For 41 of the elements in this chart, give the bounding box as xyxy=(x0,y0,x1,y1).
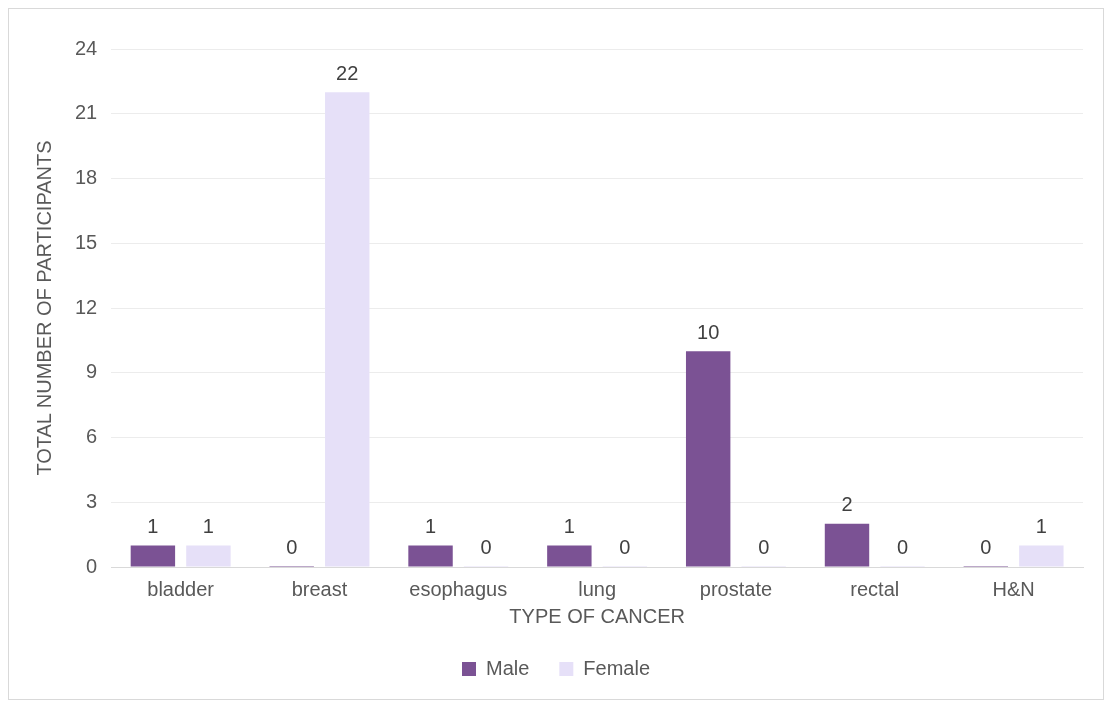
x-tick-label: breast xyxy=(291,577,348,600)
y-tick-label: 9 xyxy=(86,360,98,383)
data-label: 0 xyxy=(896,535,909,558)
y-tick-label: 12 xyxy=(75,295,98,318)
y-tick-label: 15 xyxy=(75,230,98,253)
data-label: 1 xyxy=(202,514,214,537)
bar xyxy=(824,523,870,567)
bar xyxy=(685,351,731,567)
y-tick-label: 3 xyxy=(86,489,98,512)
y-tick-label: 21 xyxy=(75,101,98,124)
data-label: 0 xyxy=(286,535,298,558)
data-label: 0 xyxy=(480,535,492,558)
bar xyxy=(130,545,176,567)
y-tick-label: 18 xyxy=(75,166,98,189)
bar xyxy=(1019,545,1064,567)
data-label: 0 xyxy=(619,535,631,558)
data-label: 2 xyxy=(841,493,853,516)
data-label: 1 xyxy=(563,514,575,537)
x-axis-title: TYPE OF CANCER xyxy=(509,604,685,627)
x-tick-label: H&N xyxy=(992,577,1035,600)
data-label: 1 xyxy=(1035,514,1047,537)
data-label: 0 xyxy=(758,535,770,558)
bar xyxy=(408,545,453,567)
x-tick-label: bladder xyxy=(147,577,215,600)
y-tick-label: 6 xyxy=(86,425,98,448)
x-tick-label: rectal xyxy=(850,577,900,600)
data-label: 10 xyxy=(697,320,720,343)
x-tick-label: lung xyxy=(578,577,617,600)
data-label: 1 xyxy=(424,514,437,537)
data-label: 22 xyxy=(336,61,359,84)
y-tick-label: 24 xyxy=(75,36,98,59)
y-axis-title: TOTAL NUMBER OF PARTICIPANTS xyxy=(32,140,55,476)
x-tick-label: esophagus xyxy=(409,577,508,600)
bar xyxy=(547,545,592,567)
legend-label: Male xyxy=(485,656,530,679)
bar xyxy=(186,545,231,567)
y-tick-label: 0 xyxy=(86,554,98,577)
legend-label: Female xyxy=(583,656,651,679)
x-tick-label: prostate xyxy=(699,577,773,600)
data-label: 0 xyxy=(980,535,992,558)
data-label: 1 xyxy=(147,514,159,537)
